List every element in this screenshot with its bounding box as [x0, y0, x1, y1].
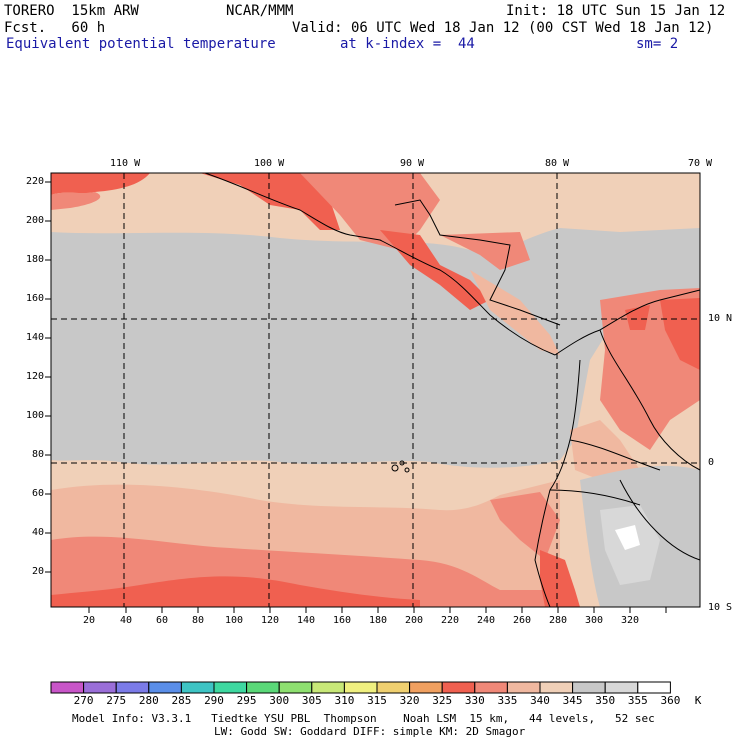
colorbar-unit: K — [694, 694, 702, 707]
latlon-grid — [51, 173, 700, 607]
y-tick-label: 220 — [26, 176, 45, 187]
colorbar-value-label: 355 — [627, 694, 648, 707]
x-tick-label: 20 — [83, 615, 96, 626]
colorbar-swatch — [115, 681, 150, 694]
colorbar-value-label: 325 — [432, 694, 453, 707]
colorbar-swatch — [246, 681, 280, 694]
red-patch-nw — [51, 173, 150, 195]
colorbar-value-label: 295 — [236, 694, 257, 707]
colorbar-swatch — [213, 681, 248, 694]
colorbar-swatch — [539, 681, 574, 694]
x-tick-label: 40 — [120, 615, 133, 626]
colorbar-swatch — [604, 681, 639, 694]
x-tick-label: 220 — [441, 615, 460, 626]
x-tick-label: 160 — [333, 615, 352, 626]
colorbar-swatch — [343, 681, 378, 694]
colorbar-value-label: 300 — [269, 694, 290, 707]
x-tick-label: 100 — [225, 615, 244, 626]
colorbar-swatch — [50, 681, 85, 694]
x-tick-label: 320 — [621, 615, 640, 626]
y-tick-label: 120 — [26, 371, 45, 382]
colorbar-value-label: 350 — [595, 694, 616, 707]
forecast-hour: Fcst. 60 h — [4, 20, 106, 36]
level-label: at k-index = 44 — [340, 36, 475, 52]
colorbar-swatch — [637, 681, 671, 694]
model-info-line2: LW: Godd SW: Goddard DIFF: simple KM: 2D… — [214, 725, 526, 738]
colorbar-value-label: 360 — [660, 694, 681, 707]
colorbar-value-label: 335 — [497, 694, 518, 707]
lon-label-80w: 80 W — [545, 158, 570, 169]
colorbar-value-label: 315 — [367, 694, 387, 707]
colorbar-swatch — [474, 681, 508, 694]
y-tick-label: 180 — [26, 254, 45, 265]
x-tick-label: 60 — [156, 615, 169, 626]
grey-band — [51, 228, 700, 468]
colorbar-value-label: 275 — [106, 694, 127, 707]
center-label: NCAR/MMM — [226, 3, 294, 19]
colorbar-value-label: 285 — [171, 694, 192, 707]
model-info-line1: Model Info: V3.3.1 Tiedtke YSU PBL Thomp… — [72, 712, 655, 725]
colorbar-value-label: 340 — [530, 694, 550, 707]
coastline-mexico — [204, 172, 556, 356]
field-name: Equivalent potential temperature — [6, 36, 276, 52]
axis-ticks — [45, 181, 667, 613]
colorbar — [50, 681, 671, 694]
country-border — [549, 329, 701, 561]
colorbar-value-label: 345 — [562, 694, 583, 707]
colorbar-swatch — [441, 681, 476, 694]
x-tick-label: 80 — [192, 615, 205, 626]
lon-label-100w: 100 W — [254, 158, 285, 169]
x-tick-label: 140 — [297, 615, 316, 626]
colorbar-swatch — [572, 681, 606, 694]
y-tick-label: 60 — [32, 488, 45, 499]
y-tick-label: 140 — [26, 332, 45, 343]
colorbar-swatch — [83, 681, 117, 694]
colorbar-swatch — [376, 681, 411, 694]
x-tick-label: 120 — [261, 615, 280, 626]
x-tick-label: 300 — [585, 615, 604, 626]
lat-label-10s: 10 S — [708, 602, 733, 613]
lon-label-70w: 70 W — [688, 158, 713, 169]
colorbar-swatch — [506, 681, 541, 694]
y-tick-label: 100 — [26, 410, 45, 421]
smoothing-label: sm= 2 — [636, 36, 679, 52]
y-tick-label: 80 — [32, 449, 45, 460]
red-patch-mexico — [200, 173, 340, 230]
colorbar-value-label: 290 — [204, 694, 224, 707]
coastlines — [204, 172, 701, 608]
colorbar-swatch — [409, 681, 443, 694]
map-frame — [50, 172, 701, 608]
coastline-caribbean — [394, 199, 561, 326]
init-time: Init: 18 UTC Sun 15 Jan 12 — [506, 3, 726, 19]
x-tick-label: 280 — [549, 615, 568, 626]
lat-label-10n: 10 N — [708, 313, 733, 324]
y-tick-label: 20 — [32, 566, 45, 577]
colorbar-value-label: 330 — [464, 694, 485, 707]
colorbar-value-label: 310 — [334, 694, 355, 707]
y-tick-label: 200 — [26, 215, 45, 226]
lon-label-90w: 90 W — [400, 158, 425, 169]
lon-label-110w: 110 W — [110, 158, 141, 169]
colorbar-value-label: 305 — [301, 694, 322, 707]
colorbar-value-label: 320 — [399, 694, 420, 707]
valid-time: Valid: 06 UTC Wed 18 Jan 12 (00 CST Wed … — [292, 20, 714, 36]
x-tick-label: 260 — [513, 615, 532, 626]
model-title: TORERO 15km ARW — [4, 3, 139, 19]
x-tick-label: 180 — [369, 615, 388, 626]
colorbar-swatch — [148, 681, 182, 694]
y-tick-label: 40 — [32, 527, 45, 538]
x-tick-label: 240 — [477, 615, 496, 626]
colorbar-swatch — [180, 681, 215, 694]
x-tick-label: 200 — [405, 615, 424, 626]
colorbar-swatch — [278, 681, 313, 694]
lat-label-0: 0 — [708, 457, 715, 468]
field-shading — [51, 173, 700, 607]
red-patch-south — [51, 576, 420, 607]
colorbar-value-label: 280 — [138, 694, 159, 707]
galapagos-islands — [391, 464, 399, 472]
colorbar-value-label: 270 — [73, 694, 94, 707]
y-tick-label: 160 — [26, 293, 45, 304]
colorbar-swatch — [311, 681, 345, 694]
